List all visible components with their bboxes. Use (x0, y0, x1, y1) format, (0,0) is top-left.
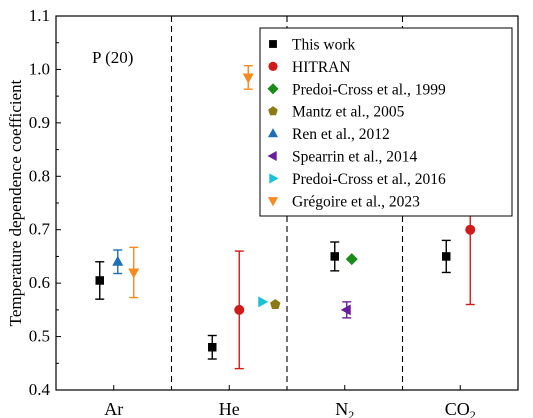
data-point-group (242, 64, 254, 90)
data-point (95, 276, 104, 285)
legend-label: Spearrin et al., 2014 (292, 149, 418, 166)
legend-marker (267, 150, 277, 162)
data-point-group (207, 334, 217, 360)
y-tick-label: 0.4 (29, 380, 51, 399)
data-point (128, 268, 140, 279)
legend-marker (267, 197, 279, 207)
data-point-group (95, 261, 105, 300)
x-axis-ticks: Ar He N2 CO2 (104, 385, 476, 418)
data-point (340, 304, 351, 316)
legend-marker (269, 173, 279, 184)
data-point-group (234, 250, 245, 370)
legend-marker (267, 83, 279, 95)
x-tick-label: N2 (335, 399, 354, 418)
y-tick-label: 0.7 (29, 220, 51, 239)
data-point (234, 304, 245, 315)
data-point (330, 252, 339, 261)
legend-label: Mantz et al., 2005 (292, 104, 405, 121)
x-tick-label: CO2 (445, 399, 476, 418)
legend-marker (268, 106, 278, 116)
legend-marker (268, 61, 278, 71)
data-point-group (258, 296, 269, 308)
data-point (112, 255, 124, 266)
data-point (208, 343, 217, 352)
y-tick-label: 0.6 (29, 273, 50, 292)
data-point-group (128, 246, 140, 299)
data-point (345, 253, 358, 266)
y-axis-title: Temperature dependence coefficient (6, 79, 25, 326)
data-point-group (441, 239, 451, 274)
legend-label: This work (292, 37, 356, 54)
y-axis-ticks: 0.4 0.5 0.6 0.7 0.8 0.9 1.0 1.1 (29, 6, 61, 399)
legend-label: HITRAN (292, 59, 351, 76)
y-tick-label: 0.9 (29, 113, 50, 132)
data-point (242, 73, 254, 84)
y-tick-label: 0.8 (29, 166, 50, 185)
legend-label: Predoi-Cross et al., 2016 (292, 171, 446, 188)
legend-box (259, 27, 513, 217)
data-point (465, 224, 476, 235)
data-point (270, 299, 281, 309)
legend-label: Predoi-Cross et al., 1999 (292, 81, 446, 98)
data-point-group (270, 299, 281, 309)
legend-label: Ren et al., 2012 (292, 126, 390, 143)
data-point (258, 296, 269, 308)
y-tick-label: 1.0 (29, 59, 50, 78)
data-point-group (345, 253, 358, 266)
y-tick-label: 1.1 (29, 6, 50, 25)
x-tick-label: He (219, 399, 240, 418)
data-point-group (340, 301, 352, 319)
data-point-group (330, 241, 340, 272)
data-point (442, 252, 451, 261)
legend-label: Grégoire et al., 2023 (292, 193, 420, 210)
legend-marker (267, 128, 279, 138)
x-tick-label: Ar (104, 399, 123, 418)
legend: This work HITRAN Predoi-Cross et al., 1999… (259, 27, 513, 217)
data-point-group (112, 249, 124, 275)
y-tick-label: 0.5 (29, 327, 50, 346)
legend-marker (269, 40, 277, 48)
panel-annotation: P (20) (92, 48, 133, 67)
